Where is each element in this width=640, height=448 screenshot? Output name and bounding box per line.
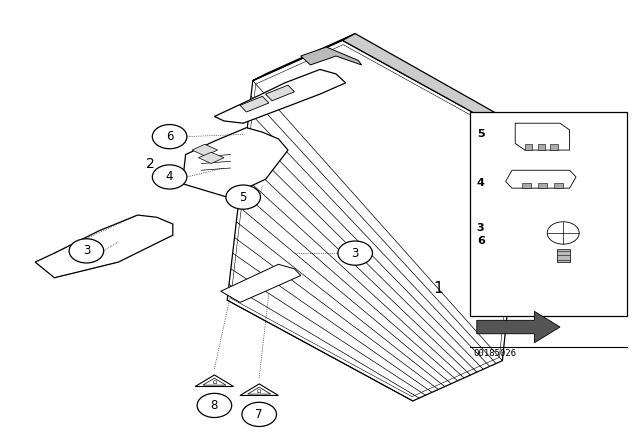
FancyBboxPatch shape [554,183,563,188]
Circle shape [197,393,232,418]
Text: 6: 6 [477,236,484,246]
Polygon shape [192,144,218,156]
Text: Ω: Ω [212,379,216,385]
Polygon shape [506,170,576,188]
Text: 3: 3 [83,244,90,258]
Text: 7: 7 [255,408,263,421]
Text: 6: 6 [166,130,173,143]
Polygon shape [182,128,288,197]
FancyBboxPatch shape [550,144,558,150]
Polygon shape [301,47,362,65]
FancyBboxPatch shape [557,249,570,262]
Polygon shape [515,123,570,150]
Polygon shape [342,34,538,141]
Polygon shape [195,375,234,387]
FancyBboxPatch shape [538,183,547,188]
Circle shape [152,125,187,149]
Circle shape [69,239,104,263]
FancyBboxPatch shape [538,144,545,150]
Polygon shape [221,264,301,302]
Polygon shape [477,311,560,343]
Polygon shape [198,152,224,164]
Circle shape [547,222,579,244]
Text: 3: 3 [351,246,359,260]
Text: 1: 1 [433,281,444,297]
Circle shape [226,185,260,209]
Circle shape [338,241,372,265]
Text: 3: 3 [477,223,484,233]
Polygon shape [35,215,173,278]
Polygon shape [227,40,525,401]
Polygon shape [266,85,294,101]
Text: 4: 4 [166,170,173,184]
Circle shape [242,402,276,426]
Polygon shape [253,34,355,81]
FancyBboxPatch shape [522,183,531,188]
Polygon shape [240,96,269,112]
Polygon shape [203,378,226,385]
Text: 2: 2 [146,156,155,171]
Text: 8: 8 [211,399,218,412]
Text: 4: 4 [477,178,484,188]
Circle shape [152,165,187,189]
Polygon shape [214,69,346,123]
Text: Ω: Ω [257,388,261,394]
Text: 5: 5 [477,129,484,138]
Polygon shape [248,387,271,394]
Text: 00185026: 00185026 [474,349,516,358]
Polygon shape [240,384,278,396]
Text: 5: 5 [239,190,247,204]
FancyBboxPatch shape [470,112,627,316]
FancyBboxPatch shape [525,144,532,150]
